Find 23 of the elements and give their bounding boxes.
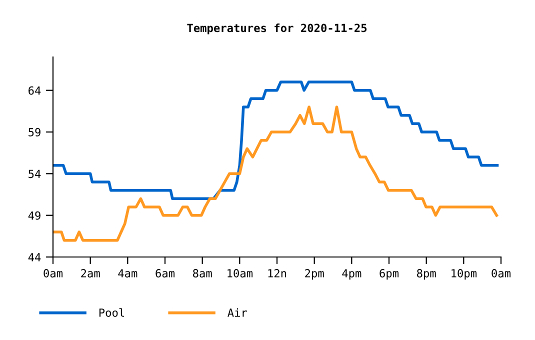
x-tick-label: 8am <box>193 269 212 278</box>
x-tick-label: 0am <box>44 269 63 278</box>
chart-title: Temperatures for 2020-11-25 <box>187 24 367 34</box>
legend-label: Pool <box>99 308 124 317</box>
x-tick-label: 4pm <box>342 269 362 280</box>
x-tick-label: 8pm <box>417 269 436 280</box>
line-series <box>53 106 498 242</box>
y-tick-label: 54 <box>28 170 41 178</box>
x-tick-label: 10pm <box>452 269 477 280</box>
legend-label: Air <box>228 308 247 317</box>
y-tick-label: 64 <box>28 86 41 95</box>
x-tick-label: 2pm <box>305 269 324 280</box>
y-tick-label: 59 <box>28 128 40 136</box>
y-tick-label: 49 <box>28 211 40 220</box>
x-tick-label: 10am <box>228 269 253 278</box>
x-tick-label: 2am <box>81 269 100 278</box>
y-tick-label: 44 <box>28 253 41 262</box>
x-tick-label: 6pm <box>380 269 399 280</box>
line-series <box>53 80 499 200</box>
x-tick-label: 12n <box>268 269 286 278</box>
x-tick-label: 4am <box>118 269 138 278</box>
x-tick-label: 0am <box>492 269 511 278</box>
x-tick-label: 6am <box>156 269 175 278</box>
